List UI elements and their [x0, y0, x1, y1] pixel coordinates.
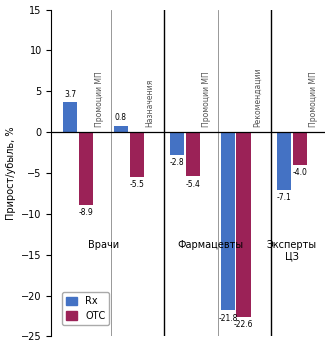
Bar	[277, 132, 291, 190]
Text: -2.8: -2.8	[170, 158, 184, 167]
Legend: Rx, ОТС: Rx, ОТС	[62, 292, 109, 325]
Text: 0.8: 0.8	[115, 113, 127, 122]
Bar	[221, 132, 235, 310]
Text: Рекомендации: Рекомендации	[253, 68, 261, 127]
Text: -8.9: -8.9	[79, 208, 93, 217]
Text: -7.1: -7.1	[277, 193, 292, 203]
Text: Промоции МП: Промоции МП	[202, 71, 211, 127]
Text: Врачи: Врачи	[88, 240, 119, 250]
Bar	[129, 132, 144, 177]
Bar	[170, 132, 184, 155]
Text: 3.7: 3.7	[64, 90, 76, 98]
Text: -4.0: -4.0	[293, 168, 307, 177]
Text: -22.6: -22.6	[234, 320, 253, 329]
Text: Промоции МП: Промоции МП	[95, 71, 104, 127]
Text: -5.5: -5.5	[129, 180, 144, 189]
Text: Назначения: Назначения	[146, 79, 155, 127]
Bar	[63, 102, 77, 132]
Text: -21.8: -21.8	[218, 314, 238, 323]
Bar	[293, 132, 307, 165]
Y-axis label: Прирост/убыль, %: Прирост/убыль, %	[6, 126, 16, 220]
Text: Фармацевты: Фармацевты	[177, 240, 244, 250]
Bar	[114, 126, 128, 132]
Bar	[186, 132, 200, 176]
Text: Эксперты
ЦЗ: Эксперты ЦЗ	[267, 240, 317, 262]
Bar	[79, 132, 93, 205]
Text: Промоции МП: Промоции МП	[309, 71, 318, 127]
Bar	[236, 132, 251, 317]
Text: -5.4: -5.4	[185, 180, 200, 189]
